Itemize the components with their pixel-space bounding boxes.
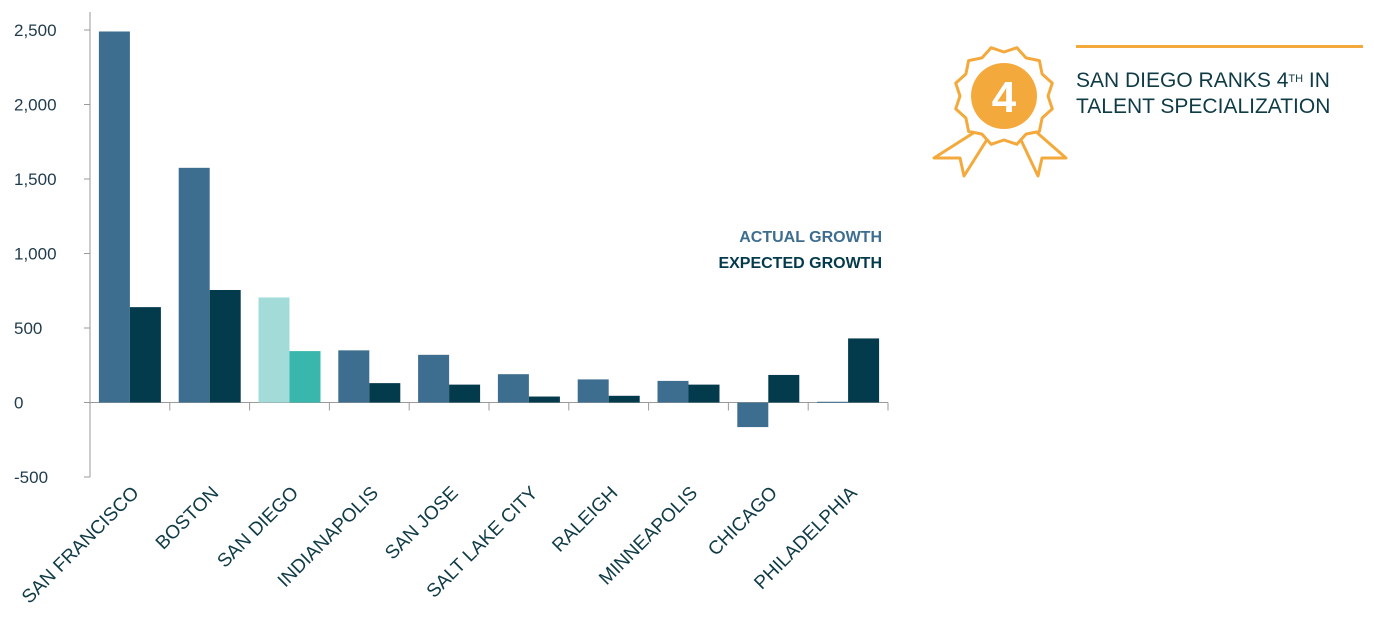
bar-expected-growth xyxy=(768,374,800,403)
y-tick-label: 1,000 xyxy=(14,245,57,264)
bar-expected-growth xyxy=(209,290,241,403)
bar-expected-growth xyxy=(688,384,720,403)
x-category-label: SAN DIEGO xyxy=(214,483,304,573)
x-category-label: SAN JOSE xyxy=(381,483,462,564)
callout-rule xyxy=(1076,45,1363,48)
chart-bars xyxy=(98,31,880,428)
x-category-label: RALEIGH xyxy=(548,483,622,557)
bar-actual-growth xyxy=(418,354,450,403)
rank-number: 4 xyxy=(992,73,1017,122)
y-tick-label: 2,000 xyxy=(14,96,57,115)
rank-callout: 4 SAN DIEGO RANKS 4TH IN TALENT SPECIALI… xyxy=(926,30,1366,190)
bar-expected-growth xyxy=(608,395,640,403)
bar-actual-growth xyxy=(98,31,130,403)
chart-legend: ACTUAL GROWTH EXPECTED GROWTH xyxy=(718,229,882,272)
x-category-label: SAN FRANCISCO xyxy=(18,483,143,608)
y-tick-label: 1,500 xyxy=(14,170,57,189)
callout-line1-suffix: IN xyxy=(1303,69,1330,92)
bar-actual-growth xyxy=(178,167,210,403)
bar-actual-growth xyxy=(737,402,769,428)
bar-expected-growth xyxy=(449,384,481,403)
y-tick-label: -500 xyxy=(14,468,48,487)
bar-expected-growth xyxy=(848,338,880,403)
award-ribbon-icon: 4 xyxy=(932,46,1068,178)
legend-expected-growth: EXPECTED GROWTH xyxy=(718,255,882,272)
callout-line2: TALENT SPECIALIZATION xyxy=(1076,95,1331,118)
bar-actual-growth xyxy=(258,297,290,403)
x-category-label: BOSTON xyxy=(152,483,223,554)
bar-actual-growth xyxy=(497,374,529,403)
callout-text: SAN DIEGO RANKS 4TH IN TALENT SPECIALIZA… xyxy=(1076,68,1366,120)
bar-actual-growth xyxy=(817,401,849,403)
y-tick-label: 2,500 xyxy=(14,21,57,40)
bar-actual-growth xyxy=(577,379,609,403)
bar-expected-growth xyxy=(129,307,161,403)
bar-expected-growth xyxy=(369,383,401,403)
callout-line1-sup: TH xyxy=(1288,73,1304,85)
bar-expected-growth xyxy=(289,351,321,403)
callout-line1-prefix: SAN DIEGO RANKS 4 xyxy=(1076,69,1289,92)
bar-chart: -500 0 500 1,000 1,500 2,000 2,500 SAN FRANCIS… xyxy=(14,12,889,608)
bar-expected-growth xyxy=(528,396,560,403)
bar-actual-growth xyxy=(657,380,689,403)
y-tick-labels: -500 0 500 1,000 1,500 2,000 2,500 xyxy=(14,21,57,487)
bar-actual-growth xyxy=(338,350,370,403)
y-tick-label: 0 xyxy=(14,394,23,413)
y-tick-label: 500 xyxy=(14,319,42,338)
legend-actual-growth: ACTUAL GROWTH xyxy=(739,229,882,246)
x-category-label: CHICAGO xyxy=(704,483,782,561)
